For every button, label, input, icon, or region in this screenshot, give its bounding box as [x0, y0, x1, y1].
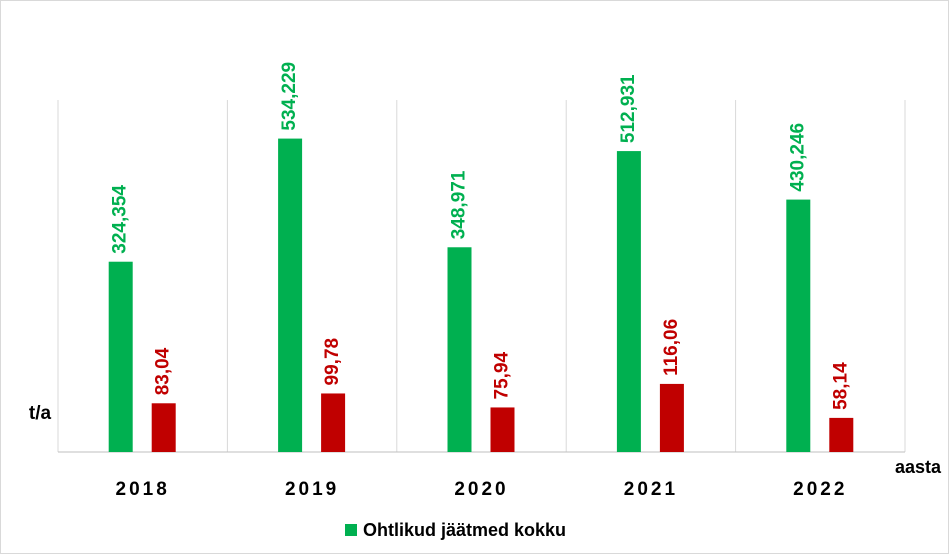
x-tick-label: 2020 [454, 479, 508, 500]
bar [490, 407, 515, 452]
x-tick-label: 2022 [793, 479, 847, 500]
x-tick-label: 2018 [116, 479, 170, 500]
legend-label: Ohtlikud jäätmed kokku [363, 520, 566, 540]
data-label: 324,354 [110, 185, 131, 254]
data-label: 512,931 [618, 74, 639, 143]
y-axis-label: t/a [29, 403, 52, 424]
x-tick-label: 2021 [624, 479, 678, 500]
data-label: 99,78 [322, 338, 343, 386]
bar [616, 151, 641, 452]
data-label: 83,04 [153, 347, 174, 395]
data-label: 534,229 [279, 62, 300, 131]
x-axis-label: aasta [895, 457, 942, 477]
data-label: 75,94 [492, 351, 513, 399]
bar [321, 393, 346, 452]
bar [108, 261, 133, 452]
bar [447, 247, 472, 452]
bar [278, 138, 303, 453]
bar [786, 199, 811, 452]
bar [829, 417, 854, 452]
data-label: 116,06 [661, 319, 682, 376]
x-tick-label: 2019 [285, 479, 339, 500]
data-label: 430,246 [787, 123, 808, 192]
legend-swatch [345, 524, 357, 536]
data-label: 348,971 [449, 170, 470, 239]
bar [659, 383, 684, 452]
data-label: 58,14 [830, 362, 851, 410]
bar [151, 403, 176, 452]
